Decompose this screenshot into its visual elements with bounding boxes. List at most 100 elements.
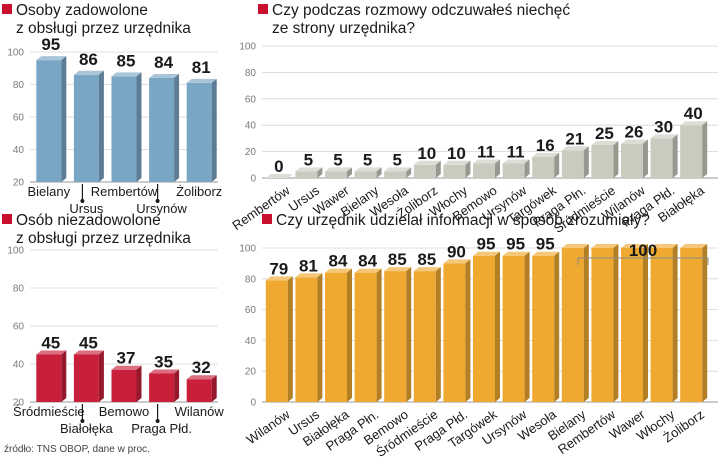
category-label: Białołęka <box>60 421 114 436</box>
y-tick-label: 100 <box>7 246 24 257</box>
bar-front <box>325 171 347 178</box>
bar <box>413 160 441 178</box>
bar <box>149 369 180 402</box>
value-label: 5 <box>333 150 342 169</box>
bar <box>73 70 104 182</box>
bar-side <box>61 350 67 402</box>
value-label: 10 <box>417 144 436 163</box>
value-label: 95 <box>41 35 60 54</box>
bar-front <box>186 379 212 402</box>
bar-side <box>554 251 560 402</box>
y-tick-label: 0 <box>250 174 256 185</box>
y-tick-label: 100 <box>239 244 256 255</box>
bar <box>384 267 412 402</box>
bar <box>680 244 708 402</box>
bar-side <box>406 267 412 402</box>
bar <box>111 365 142 402</box>
bar <box>36 350 67 402</box>
bar <box>473 159 500 178</box>
chart-title: Osoby zadowolone <box>16 2 148 19</box>
bar-top <box>384 267 412 272</box>
bar <box>149 74 180 182</box>
y-tick-label: 0 <box>250 398 256 409</box>
bar-side <box>136 72 142 182</box>
bar-top <box>680 244 708 248</box>
bar-side <box>347 268 352 402</box>
bar-top <box>621 139 648 144</box>
bar-side <box>495 159 500 178</box>
bar-top <box>186 78 217 83</box>
bar-front <box>149 373 175 402</box>
bar <box>111 72 142 182</box>
bar <box>621 244 648 402</box>
bar-side <box>211 375 217 402</box>
bar-top <box>561 146 589 151</box>
value-label: 84 <box>154 53 173 72</box>
bar-front <box>354 272 377 402</box>
value-label: 81 <box>192 58 211 77</box>
bar-side <box>317 273 323 402</box>
bar-top <box>111 72 142 77</box>
clarity-chart: Czy urzędnik udzielał informacji w sposó… <box>239 212 718 459</box>
bar-side <box>347 167 352 178</box>
bar <box>680 121 708 178</box>
bar-front <box>473 255 495 402</box>
bar-side <box>174 369 180 402</box>
bar-side <box>643 244 648 402</box>
bar-top <box>295 167 323 172</box>
bar-side <box>465 160 471 178</box>
bar-front <box>502 163 525 178</box>
bar-side <box>317 167 323 178</box>
bar <box>591 141 619 178</box>
bar-front <box>680 248 703 402</box>
category-label: Żoliborz <box>176 184 222 199</box>
chart-subtitle: z obsługi przez urzędnika <box>16 20 191 37</box>
source-note: źródło: TNS OBOP, dane w proc. <box>4 444 150 455</box>
value-label: 84 <box>329 252 348 271</box>
y-tick-label: 80 <box>13 284 25 295</box>
bar-side <box>554 152 560 178</box>
title-marker <box>2 4 12 14</box>
value-label: 79 <box>269 259 288 278</box>
bar-top <box>36 350 67 355</box>
label-leader-dot <box>80 199 85 203</box>
bar-front <box>354 171 377 178</box>
bar-front <box>650 248 673 402</box>
category-label: Śródmieście <box>13 404 85 419</box>
bar-front <box>36 60 62 182</box>
bar-front <box>295 277 318 402</box>
bar-top <box>265 174 293 178</box>
bar <box>650 244 678 402</box>
bar-top <box>265 276 293 281</box>
bar-side <box>524 159 530 178</box>
value-label: 5 <box>304 150 313 169</box>
y-tick-label: 20 <box>245 367 257 378</box>
label-leader-dot <box>80 419 85 423</box>
y-tick-label: 40 <box>13 145 25 156</box>
bar <box>295 273 323 402</box>
bar <box>384 167 412 178</box>
bar-top <box>591 244 619 248</box>
chart-title: Czy urzędnik udzielał informacji w sposó… <box>276 212 650 229</box>
bar-side <box>495 251 500 402</box>
bar-side <box>583 146 589 178</box>
value-label: 85 <box>388 250 407 269</box>
bar <box>265 276 293 402</box>
bar-side <box>98 350 104 402</box>
bar-front <box>325 272 347 402</box>
bar-top <box>502 159 530 164</box>
bar-side <box>376 268 382 402</box>
title-marker <box>2 214 12 224</box>
bar-top <box>149 74 180 78</box>
bar-top <box>73 70 104 75</box>
bar-top <box>354 268 382 273</box>
bar-top <box>354 167 382 172</box>
dissatisfied-chart: Osób niezadowolone z obsługi przez urzęd… <box>2 212 224 436</box>
bar-side <box>613 244 619 402</box>
y-tick-label: 80 <box>245 68 257 79</box>
chart-subtitle: ze strony urzędnika? <box>272 20 415 37</box>
value-label: 95 <box>477 235 496 254</box>
bar <box>591 244 619 402</box>
chart-subtitle: z obsługi przez urzędnika <box>16 230 191 247</box>
bar-front <box>650 138 673 178</box>
